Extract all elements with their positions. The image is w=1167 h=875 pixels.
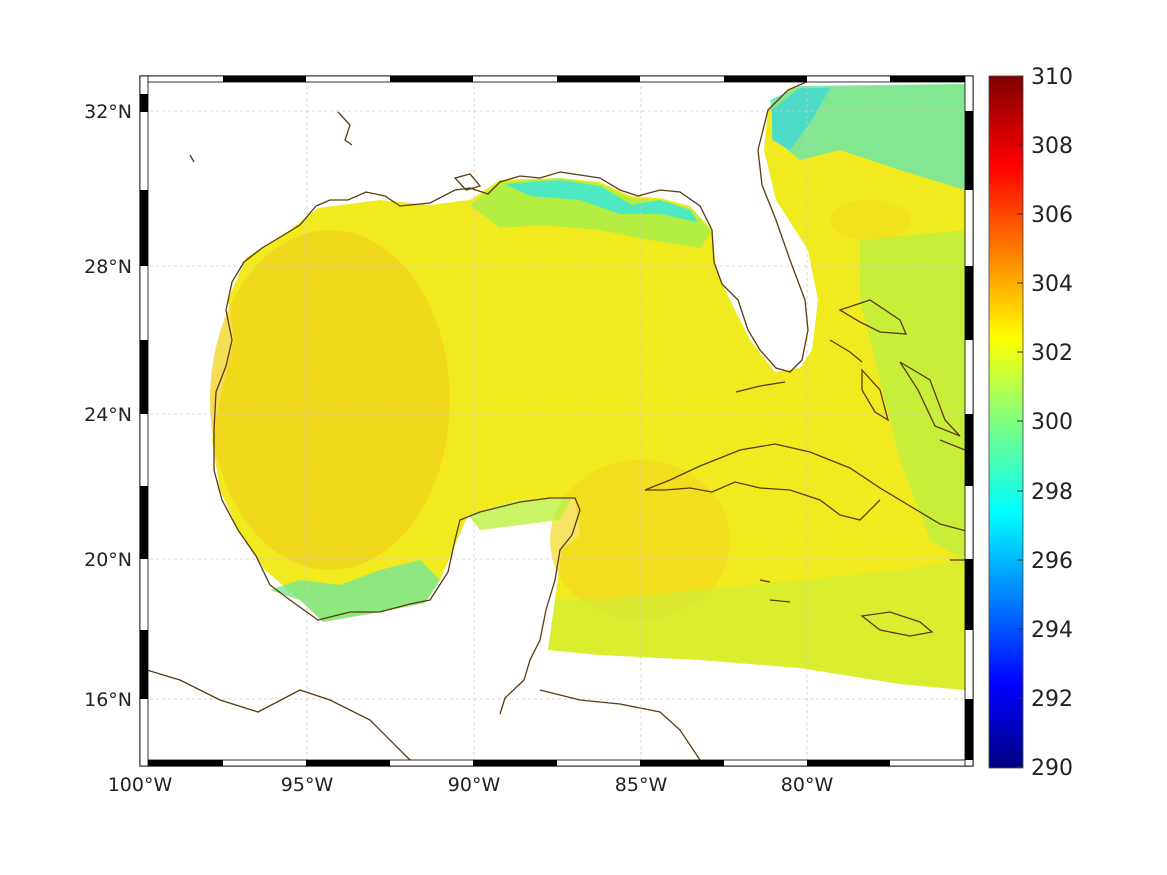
cb-tick-306: 306 xyxy=(1031,203,1073,228)
colorbar-gradient xyxy=(988,75,1024,769)
cb-tick-290: 290 xyxy=(1031,756,1073,781)
cb-tick-308: 308 xyxy=(1031,134,1073,159)
cb-tick-296: 296 xyxy=(1031,549,1073,574)
warm-caribbean xyxy=(550,460,730,620)
lat-label-24n: 24°N xyxy=(84,404,132,426)
lon-label-95w: 95°W xyxy=(281,774,334,796)
map-frame xyxy=(139,75,974,767)
cool-atlantic-coast xyxy=(772,88,830,150)
sea-surface-temperature-field xyxy=(210,84,965,690)
colorbar: 310 308 306 304 302 300 298 296 294 292 … xyxy=(988,65,1073,781)
lat-label-20n: 20°N xyxy=(84,549,132,571)
lat-label-32n: 32°N xyxy=(84,101,132,123)
warm-atlantic xyxy=(830,200,910,240)
cool-east-bahamas xyxy=(860,230,965,560)
cb-tick-310: 310 xyxy=(1031,65,1073,90)
cool-campeche-shelf xyxy=(270,560,440,622)
cb-tick-304: 304 xyxy=(1031,272,1073,297)
longitude-labels: 100°W 95°W 90°W 85°W 80°W xyxy=(108,774,834,796)
coastline xyxy=(140,76,971,766)
cb-tick-300: 300 xyxy=(1031,410,1073,435)
colorbar-ticks: 310 308 306 304 302 300 298 296 294 292 … xyxy=(1031,65,1073,781)
cb-tick-294: 294 xyxy=(1031,618,1073,643)
cool-yucatan-shelf xyxy=(468,498,572,530)
latitude-labels: 32°N 28°N 24°N 20°N 16°N xyxy=(84,101,132,711)
cb-tick-298: 298 xyxy=(1031,480,1073,505)
cool-atlantic-ne xyxy=(770,84,965,190)
cool-south-caribbean xyxy=(548,560,965,690)
lat-label-28n: 28°N xyxy=(84,256,132,278)
cb-tick-302: 302 xyxy=(1031,341,1073,366)
cool-north-nearshore xyxy=(505,180,698,222)
lon-label-90w: 90°W xyxy=(448,774,501,796)
lon-label-85w: 85°W xyxy=(615,774,668,796)
lon-label-80w: 80°W xyxy=(781,774,834,796)
lat-label-16n: 16°N xyxy=(84,689,132,711)
cb-tick-292: 292 xyxy=(1031,687,1073,712)
gulf-of-mexico-water xyxy=(212,84,965,690)
lon-label-100w: 100°W xyxy=(108,774,173,796)
warm-west-basin xyxy=(210,230,450,570)
